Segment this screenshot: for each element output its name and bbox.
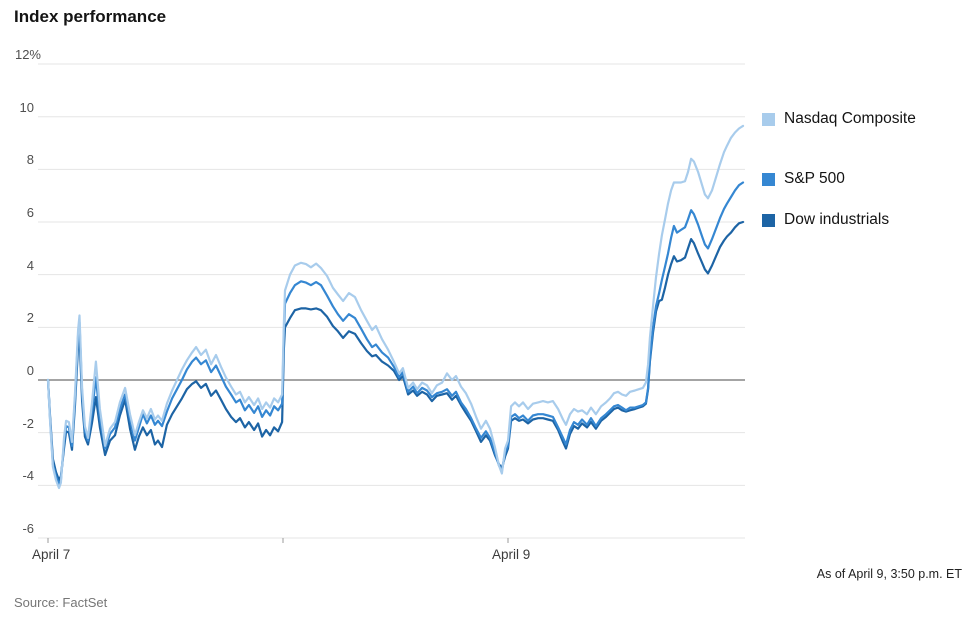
y-tick-label: -4 bbox=[22, 468, 34, 484]
y-tick-label: -2 bbox=[22, 415, 34, 431]
x-tick-label: April 9 bbox=[492, 547, 531, 562]
nasdaq-swatch-icon bbox=[762, 112, 775, 126]
as-of-note: As of April 9, 3:50 p.m. ET bbox=[816, 567, 962, 581]
legend-label-sp500: S&P 500 bbox=[784, 170, 845, 187]
x-tick-label: April 7 bbox=[32, 547, 71, 562]
y-tick-label: 0 bbox=[26, 363, 34, 378]
sp500-swatch-icon bbox=[762, 172, 775, 186]
y-tick-label: 6 bbox=[26, 205, 34, 221]
legend-label-dow: Dow industrials bbox=[784, 211, 890, 228]
y-tick-label: 8 bbox=[26, 152, 34, 168]
y-tick-label: 10 bbox=[19, 99, 34, 115]
series-line-s-p-500 bbox=[46, 181, 745, 486]
series-line-nasdaq-composite bbox=[46, 124, 745, 490]
legend-item-nasdaq: Nasdaq Composite bbox=[762, 110, 916, 128]
legend-item-dow: Dow industrials bbox=[762, 211, 889, 229]
y-tick-label: 4 bbox=[26, 257, 34, 273]
y-tick-label: -6 bbox=[22, 520, 34, 536]
chart-title: Index performance bbox=[14, 7, 167, 26]
dow-swatch-icon bbox=[762, 213, 775, 227]
source-note: Source: FactSet bbox=[14, 595, 108, 610]
legend-label-nasdaq: Nasdaq Composite bbox=[784, 110, 916, 127]
legend-item-sp500: S&P 500 bbox=[762, 170, 845, 188]
series-line-dow-industrials bbox=[46, 220, 745, 482]
y-tick-label: 2 bbox=[26, 310, 34, 326]
y-tick-label: 12% bbox=[14, 47, 41, 63]
